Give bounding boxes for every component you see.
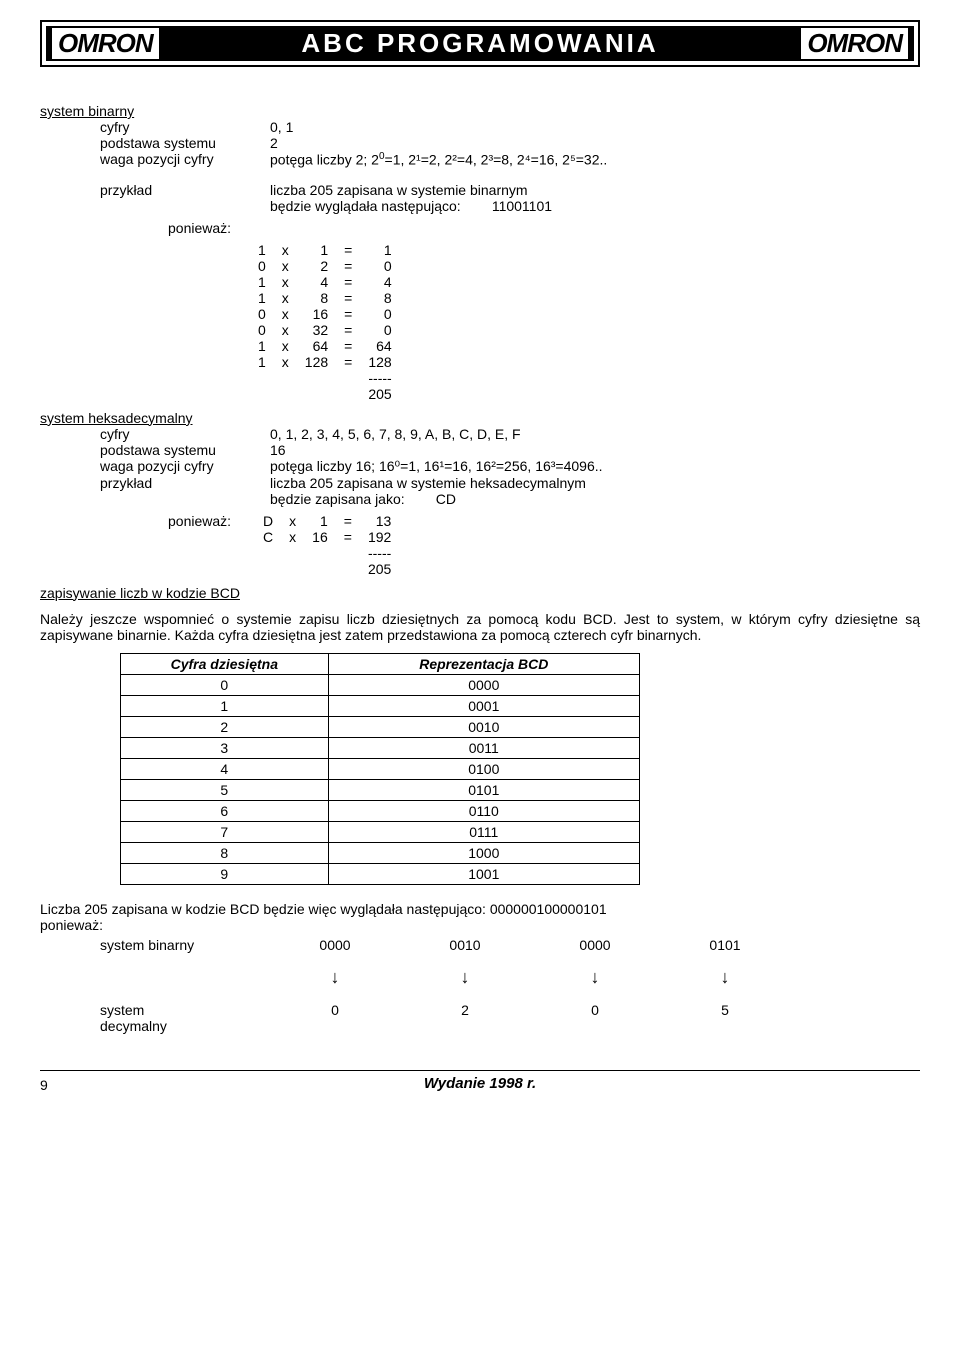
table-row: 1x128=128 bbox=[250, 354, 400, 370]
binary-poniewaz: ponieważ: bbox=[160, 220, 255, 236]
bcd-dec-v3: 5 bbox=[690, 1002, 760, 1018]
table-row: 40100 bbox=[121, 758, 640, 779]
hex-rows: ponieważ:Dx1=13Cx16=192-----205 bbox=[160, 513, 399, 577]
bcd-heading: zapisywanie liczb w kodzie BCD bbox=[40, 585, 920, 601]
table-row: 20010 bbox=[121, 716, 640, 737]
hex-przyklad-text: liczba 205 zapisana w systemie heksadecy… bbox=[270, 475, 586, 491]
table-row: 60110 bbox=[121, 800, 640, 821]
binary-cyfry-label: cyfry bbox=[100, 119, 270, 135]
table-row: 0x16=0 bbox=[250, 306, 400, 322]
table-row: 1x4=4 bbox=[250, 274, 400, 290]
table-row: ponieważ:Dx1=13 bbox=[160, 513, 399, 529]
table-row: 30011 bbox=[121, 737, 640, 758]
bcd-bin-v1: 0010 bbox=[430, 937, 500, 953]
binary-calc-table: ponieważ: bbox=[160, 220, 271, 236]
arrow-icon: ↓ bbox=[300, 967, 370, 988]
bcd-bin-v2: 0000 bbox=[560, 937, 630, 953]
section-binary: system binarny cyfry 0, 1 podstawa syste… bbox=[40, 103, 920, 402]
arrow-icon: ↓ bbox=[560, 967, 630, 988]
bcd-dec-v1: 2 bbox=[430, 1002, 500, 1018]
bcd-bin-label: system binarny bbox=[100, 937, 240, 953]
table-row: 50101 bbox=[121, 779, 640, 800]
hex-przyklad-hex: CD bbox=[436, 491, 456, 507]
header-title: ABC PROGRAMOWANIA bbox=[301, 28, 658, 59]
arrow-icon: ↓ bbox=[430, 967, 500, 988]
hex-podstawa-val: 16 bbox=[270, 442, 286, 458]
binary-podstawa-val: 2 bbox=[270, 135, 278, 151]
table-row: 1x1=1 bbox=[250, 242, 400, 258]
arrow-icon: ↓ bbox=[690, 967, 760, 988]
binary-przyklad-label: przykład bbox=[100, 182, 270, 198]
page-header: OMRON ABC PROGRAMOWANIA OMRON bbox=[40, 20, 920, 67]
binary-rows: 1x1=10x2=01x4=41x8=80x16=00x32=01x64=641… bbox=[250, 242, 400, 402]
table-row: 91001 bbox=[121, 863, 640, 884]
hex-waga-label: waga pozycji cyfry bbox=[100, 458, 270, 475]
section-hex: system heksadecymalny cyfry 0, 1, 2, 3, … bbox=[40, 410, 920, 577]
bcd-example-line1: Liczba 205 zapisana w kodzie BCD będzie … bbox=[40, 901, 920, 917]
table-row: Cx16=192 bbox=[160, 529, 399, 545]
bcd-table: Cyfra dziesiętna Reprezentacja BCD 00000… bbox=[120, 653, 640, 885]
bcd-dec-v2: 0 bbox=[560, 1002, 630, 1018]
binary-podstawa-label: podstawa systemu bbox=[100, 135, 270, 151]
bcd-bin-v0: 0000 bbox=[300, 937, 370, 953]
bcd-dec-v0: 0 bbox=[300, 1002, 370, 1018]
hex-cyfry-label: cyfry bbox=[100, 426, 270, 442]
page-number: 9 bbox=[40, 1077, 48, 1093]
binary-przyklad-text2: będzie wyglądała następująco: bbox=[270, 198, 461, 214]
binary-przyklad-text: liczba 205 zapisana w systemie binarnym bbox=[270, 182, 528, 198]
binary-przyklad-bin: 11001101 bbox=[492, 198, 552, 214]
hex-heading: system heksadecymalny bbox=[40, 410, 920, 426]
binary-waga-val: potęga liczby 2; 20=1, 2¹=2, 2²=4, 2³=8,… bbox=[270, 151, 607, 168]
bcd-col1: Cyfra dziesiętna bbox=[121, 653, 329, 674]
bcd-dec-label1: system bbox=[100, 1002, 240, 1018]
footer-text: Wydanie 1998 r. bbox=[40, 1073, 920, 1092]
table-row: 81000 bbox=[121, 842, 640, 863]
hex-waga-val: potęga liczby 16; 16⁰=1, 16¹=16, 16²=256… bbox=[270, 458, 603, 475]
table-row: 1x8=8 bbox=[250, 290, 400, 306]
table-row: 70111 bbox=[121, 821, 640, 842]
hex-przyklad-text2: będzie zapisana jako: bbox=[270, 491, 405, 507]
hex-przyklad-label: przykład bbox=[100, 475, 270, 491]
table-row: 10001 bbox=[121, 695, 640, 716]
logo-left: OMRON bbox=[52, 28, 159, 59]
bcd-example-poniewaz: ponieważ: bbox=[40, 917, 920, 933]
table-row: 0x2=0 bbox=[250, 258, 400, 274]
bcd-dec-label2: decymalny bbox=[100, 1018, 240, 1034]
binary-cyfry-val: 0, 1 bbox=[270, 119, 293, 135]
hex-podstawa-label: podstawa systemu bbox=[100, 442, 270, 458]
bcd-col2: Reprezentacja BCD bbox=[328, 653, 639, 674]
table-row: 1x64=64 bbox=[250, 338, 400, 354]
logo-right: OMRON bbox=[801, 28, 908, 59]
table-row: 00000 bbox=[121, 674, 640, 695]
para-bcd: Należy jeszcze wspomnieć o systemie zapi… bbox=[40, 611, 920, 643]
binary-heading: system binarny bbox=[40, 103, 920, 119]
hex-cyfry-val: 0, 1, 2, 3, 4, 5, 6, 7, 8, 9, A, B, C, D… bbox=[270, 426, 521, 442]
binary-waga-label: waga pozycji cyfry bbox=[100, 151, 270, 168]
table-row: 0x32=0 bbox=[250, 322, 400, 338]
page-footer: 9 Wydanie 1998 r. bbox=[40, 1070, 920, 1092]
bcd-bin-v3: 0101 bbox=[690, 937, 760, 953]
